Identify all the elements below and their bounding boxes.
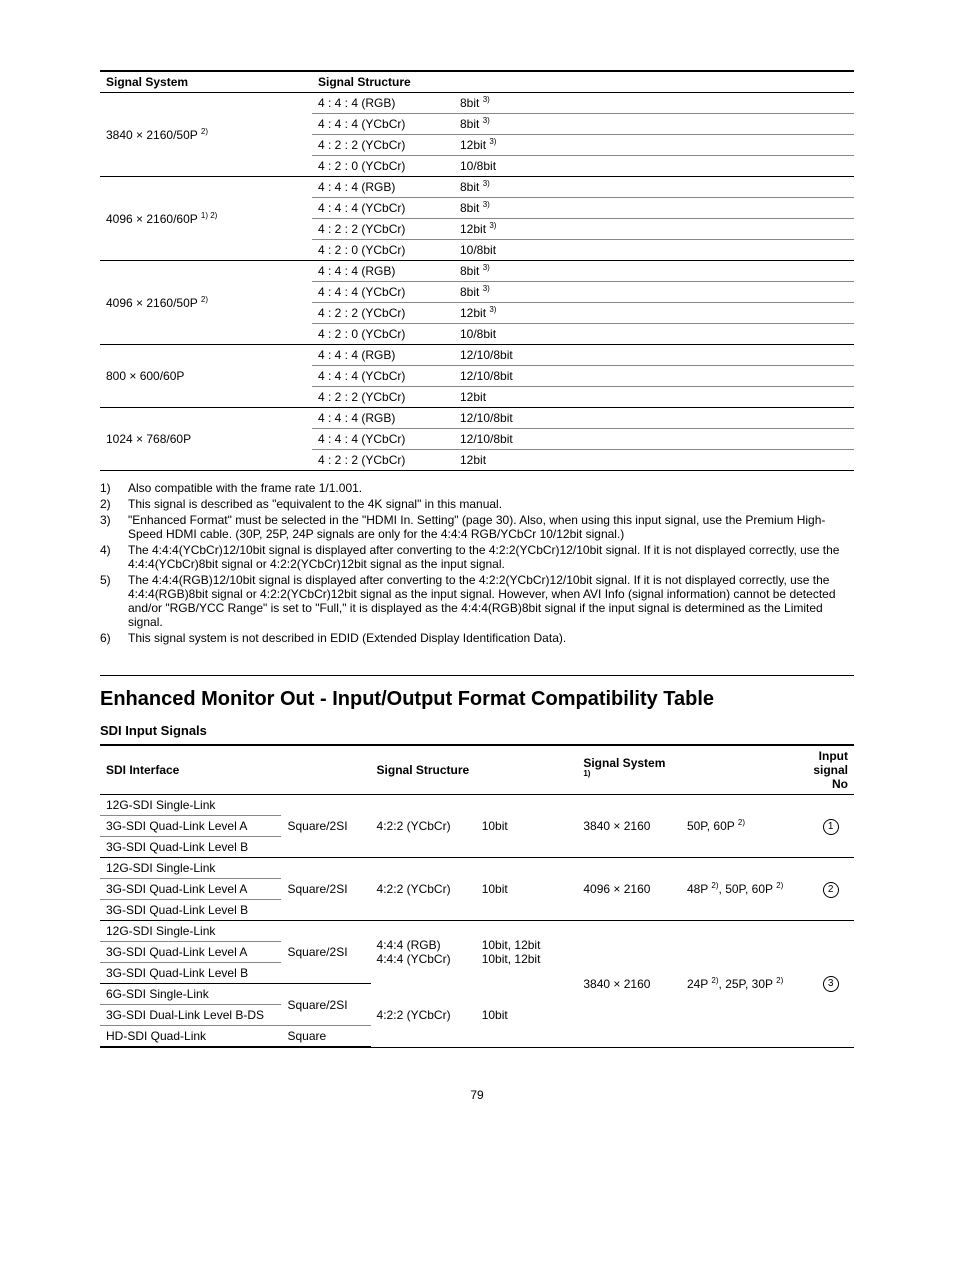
- input-signal-number: 2: [823, 882, 839, 898]
- bit-depth-cell: 12bit: [454, 450, 854, 471]
- signal-system-cell: 3840 × 2160/50P 2): [100, 93, 312, 177]
- signal-structure-cell: 4 : 4 : 4 (YCbCr): [312, 282, 454, 303]
- footnote-text: Also compatible with the frame rate 1/1.…: [128, 481, 362, 495]
- footnote-marker: 2): [100, 497, 118, 511]
- signal-structure-cell: 4 : 2 : 2 (YCbCr): [312, 387, 454, 408]
- signal-structure-cell: 4 : 2 : 0 (YCbCr): [312, 324, 454, 345]
- sdi-interface-cell: 12G-SDI Single-Link: [100, 795, 281, 816]
- signal-structure-cell: 4 : 2 : 0 (YCbCr): [312, 156, 454, 177]
- signal-structure-cell: 4 : 4 : 4 (YCbCr): [312, 429, 454, 450]
- footnote-marker: 5): [100, 573, 118, 629]
- bits-cell: 10bit: [476, 795, 578, 858]
- sdi-interface-cell: 3G-SDI Dual-Link Level B-DS: [100, 1005, 281, 1026]
- bit-depth-cell: 12bit: [454, 387, 854, 408]
- bit-depth-cell: 8bit 3): [454, 93, 854, 114]
- signal-system-cell: 4096 × 2160/60P 1) 2): [100, 177, 312, 261]
- signal-system-cell: 1024 × 768/60P: [100, 408, 312, 471]
- sdi-interface-cell: 3G-SDI Quad-Link Level A: [100, 816, 281, 837]
- sub-heading: SDI Input Signals: [100, 723, 854, 738]
- bit-depth-cell: 10/8bit: [454, 324, 854, 345]
- footnotes: 1) Also compatible with the frame rate 1/…: [100, 481, 854, 645]
- signal-system-table: Signal SystemSignal Structure3840 × 2160…: [100, 70, 854, 471]
- signal-system-cell: 800 × 600/60P: [100, 345, 312, 408]
- sdi-interface-cell: 12G-SDI Single-Link: [100, 921, 281, 942]
- footnote-marker: 6): [100, 631, 118, 645]
- footnote-text: This signal is described as "equivalent …: [128, 497, 502, 511]
- bit-depth-cell: 12/10/8bit: [454, 345, 854, 366]
- signal-structure-cell: 4 : 2 : 0 (YCbCr): [312, 240, 454, 261]
- signal-structure-cell: 4 : 2 : 2 (YCbCr): [312, 219, 454, 240]
- footnote-text: The 4:4:4(YCbCr)12/10bit signal is displ…: [128, 543, 854, 571]
- footnote-marker: 1): [100, 481, 118, 495]
- page-number: 79: [100, 1088, 854, 1102]
- section-heading: Enhanced Monitor Out - Input/Output Form…: [100, 675, 854, 711]
- signal-structure-cell: 4 : 2 : 2 (YCbCr): [312, 450, 454, 471]
- sdi-interface-cell: 3G-SDI Quad-Link Level B: [100, 900, 281, 921]
- sdi-interface-cell: 3G-SDI Quad-Link Level B: [100, 837, 281, 858]
- resolution-cell: 3840 × 2160: [577, 795, 681, 858]
- input-signal-number: 1: [823, 819, 839, 835]
- signal-structure-cell: 4 : 4 : 4 (YCbCr): [312, 198, 454, 219]
- signal-structure-cell: 4 : 4 : 4 (RGB): [312, 177, 454, 198]
- bit-depth-cell: 12bit 3): [454, 303, 854, 324]
- bit-depth-cell: 12/10/8bit: [454, 366, 854, 387]
- signal-structure-cell: 4 : 4 : 4 (RGB): [312, 261, 454, 282]
- signal-structure-cell: 4 : 2 : 2 (YCbCr): [312, 135, 454, 156]
- bit-depth-cell: 8bit 3): [454, 177, 854, 198]
- signal-structure-cell: 4 : 4 : 4 (RGB): [312, 408, 454, 429]
- sdi-interface-cell: 3G-SDI Quad-Link Level A: [100, 879, 281, 900]
- signal-structure-cell: 4 : 2 : 2 (YCbCr): [312, 303, 454, 324]
- structure-cell: 4:2:2 (YCbCr): [371, 795, 476, 858]
- footnote-marker: 3): [100, 513, 118, 541]
- signal-structure-cell: 4 : 4 : 4 (RGB): [312, 345, 454, 366]
- signal-structure-cell: 4 : 4 : 4 (YCbCr): [312, 366, 454, 387]
- footnote-text: The 4:4:4(RGB)12/10bit signal is display…: [128, 573, 854, 629]
- sdi-input-table: SDI InterfaceSignal StructureSignal Syst…: [100, 744, 854, 1048]
- bit-depth-cell: 10/8bit: [454, 156, 854, 177]
- input-signal-number: 3: [823, 976, 839, 992]
- rates-cell: 50P, 60P 2): [681, 795, 807, 858]
- sdi-interface-cell: 3G-SDI Quad-Link Level A: [100, 942, 281, 963]
- sdi-interface-cell: 3G-SDI Quad-Link Level B: [100, 963, 281, 984]
- signal-structure-cell: 4 : 4 : 4 (YCbCr): [312, 114, 454, 135]
- footnote-text: This signal system is not described in E…: [128, 631, 566, 645]
- layout-cell: Square/2SI: [281, 795, 370, 858]
- signal-structure-cell: 4 : 4 : 4 (RGB): [312, 93, 454, 114]
- bit-depth-cell: 12/10/8bit: [454, 429, 854, 450]
- sdi-interface-cell: HD-SDI Quad-Link: [100, 1026, 281, 1048]
- bit-depth-cell: 12/10/8bit: [454, 408, 854, 429]
- sdi-interface-cell: 12G-SDI Single-Link: [100, 858, 281, 879]
- bit-depth-cell: 8bit 3): [454, 198, 854, 219]
- bit-depth-cell: 8bit 3): [454, 261, 854, 282]
- bit-depth-cell: 8bit 3): [454, 114, 854, 135]
- footnote-marker: 4): [100, 543, 118, 571]
- bit-depth-cell: 12bit 3): [454, 135, 854, 156]
- sdi-interface-cell: 6G-SDI Single-Link: [100, 984, 281, 1005]
- bit-depth-cell: 12bit 3): [454, 219, 854, 240]
- footnote-text: "Enhanced Format" must be selected in th…: [128, 513, 854, 541]
- signal-system-cell: 4096 × 2160/50P 2): [100, 261, 312, 345]
- bit-depth-cell: 10/8bit: [454, 240, 854, 261]
- bit-depth-cell: 8bit 3): [454, 282, 854, 303]
